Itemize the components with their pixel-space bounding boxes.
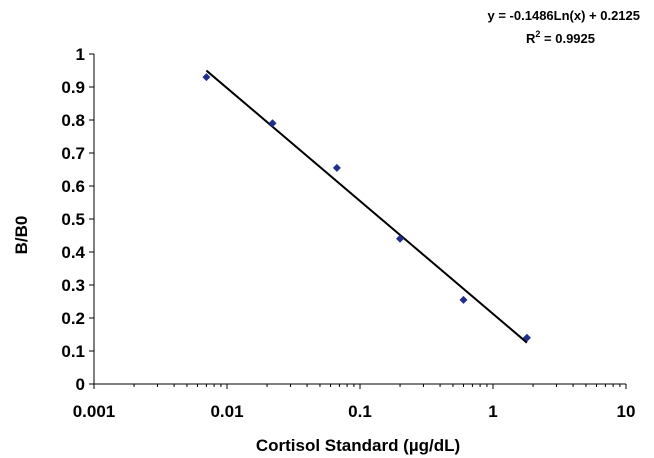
axes (93, 54, 626, 385)
tick-labels: 0 0.1 0.2 0.3 0.4 0.5 0.6 0.7 0.8 0.9 1 0.001 0.01 0.… (61, 45, 635, 421)
x-tick-label: 1 (488, 402, 497, 421)
data-point (396, 234, 405, 243)
x-axis-title: Cortisol Standard (µg/dL) (256, 436, 460, 455)
y-tick-label: 0.8 (61, 111, 85, 130)
y-tick-label: 0.9 (61, 78, 85, 97)
y-tick-label: 0.3 (61, 276, 85, 295)
x-tick-label: 0.01 (210, 402, 243, 421)
data-point (522, 333, 531, 342)
trendline-layer (205, 69, 528, 344)
r-squared-label: R2 = 0.9925 (526, 29, 595, 46)
data-point (202, 73, 211, 82)
y-tick-label: 0.2 (61, 309, 85, 328)
data-points (202, 73, 531, 342)
data-point (332, 163, 341, 172)
y-tick-label: 0 (76, 375, 85, 394)
y-tick-label: 0.6 (61, 177, 85, 196)
tick-marks (89, 53, 627, 389)
y-tick-label: 0.1 (61, 342, 85, 361)
data-point (459, 295, 468, 304)
x-tick-label: 10 (617, 402, 636, 421)
y-tick-label: 0.5 (61, 210, 85, 229)
y-tick-label: 1 (76, 45, 85, 64)
x-tick-label: 0.001 (73, 402, 116, 421)
y-tick-label: 0.4 (61, 243, 85, 262)
data-point (268, 119, 277, 128)
y-axis-title: B/B0 (12, 216, 31, 255)
trendline-equation: y = -0.1486Ln(x) + 0.2125 (488, 8, 640, 23)
x-tick-label: 0.1 (348, 402, 372, 421)
trendline (205, 69, 528, 344)
y-tick-label: 0.7 (61, 144, 85, 163)
